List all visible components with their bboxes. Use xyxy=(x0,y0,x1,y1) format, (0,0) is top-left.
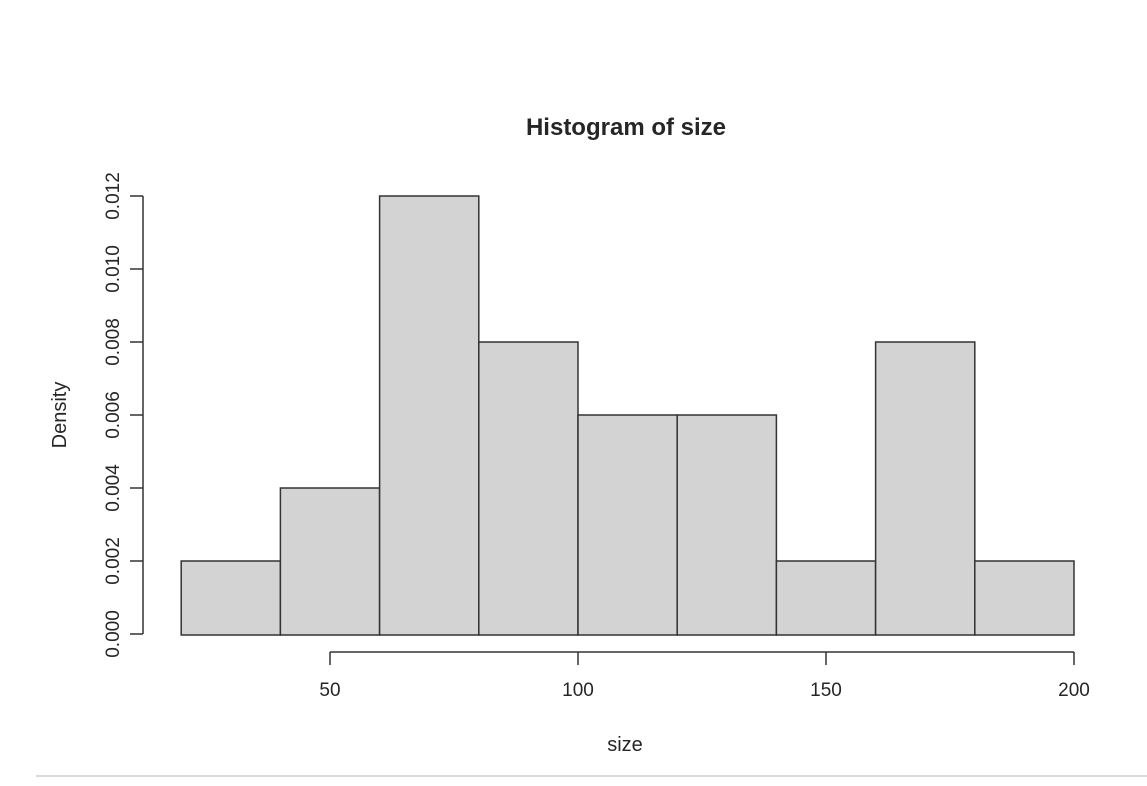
y-tick-label: 0.002 xyxy=(103,537,124,585)
x-tick-label: 150 xyxy=(810,680,842,701)
histogram-bar xyxy=(378,195,480,636)
histogram-bar xyxy=(874,341,976,636)
histogram-bar xyxy=(775,560,877,636)
histogram-bar xyxy=(478,341,579,636)
y-axis-group: 0.000 0.002 0.004 0.006 0.008 0.010 0.012 xyxy=(103,172,144,658)
histogram-bar xyxy=(676,414,778,636)
x-tick-label: 200 xyxy=(1058,680,1090,701)
y-axis-label: Density xyxy=(49,382,71,449)
histogram-bar xyxy=(974,560,1075,636)
bottom-divider xyxy=(36,775,1147,777)
plot-title: Histogram of size xyxy=(526,114,726,141)
histogram-bar xyxy=(577,414,678,636)
x-tick-label: 100 xyxy=(562,680,594,701)
y-tick-label: 0.008 xyxy=(103,318,124,366)
x-axis-label: size xyxy=(607,734,643,756)
histogram-bar xyxy=(279,487,381,636)
x-axis-group: 50 100 150 200 xyxy=(319,651,1090,701)
y-tick-label: 0.012 xyxy=(103,172,124,220)
bars-group xyxy=(180,195,1075,636)
y-tick-label: 0.004 xyxy=(103,464,124,512)
y-tick-label: 0.010 xyxy=(103,245,124,293)
histogram-bar xyxy=(180,560,282,636)
y-tick-label: 0.000 xyxy=(103,610,124,658)
y-tick-label: 0.006 xyxy=(103,391,124,439)
x-tick-label: 50 xyxy=(319,680,340,701)
